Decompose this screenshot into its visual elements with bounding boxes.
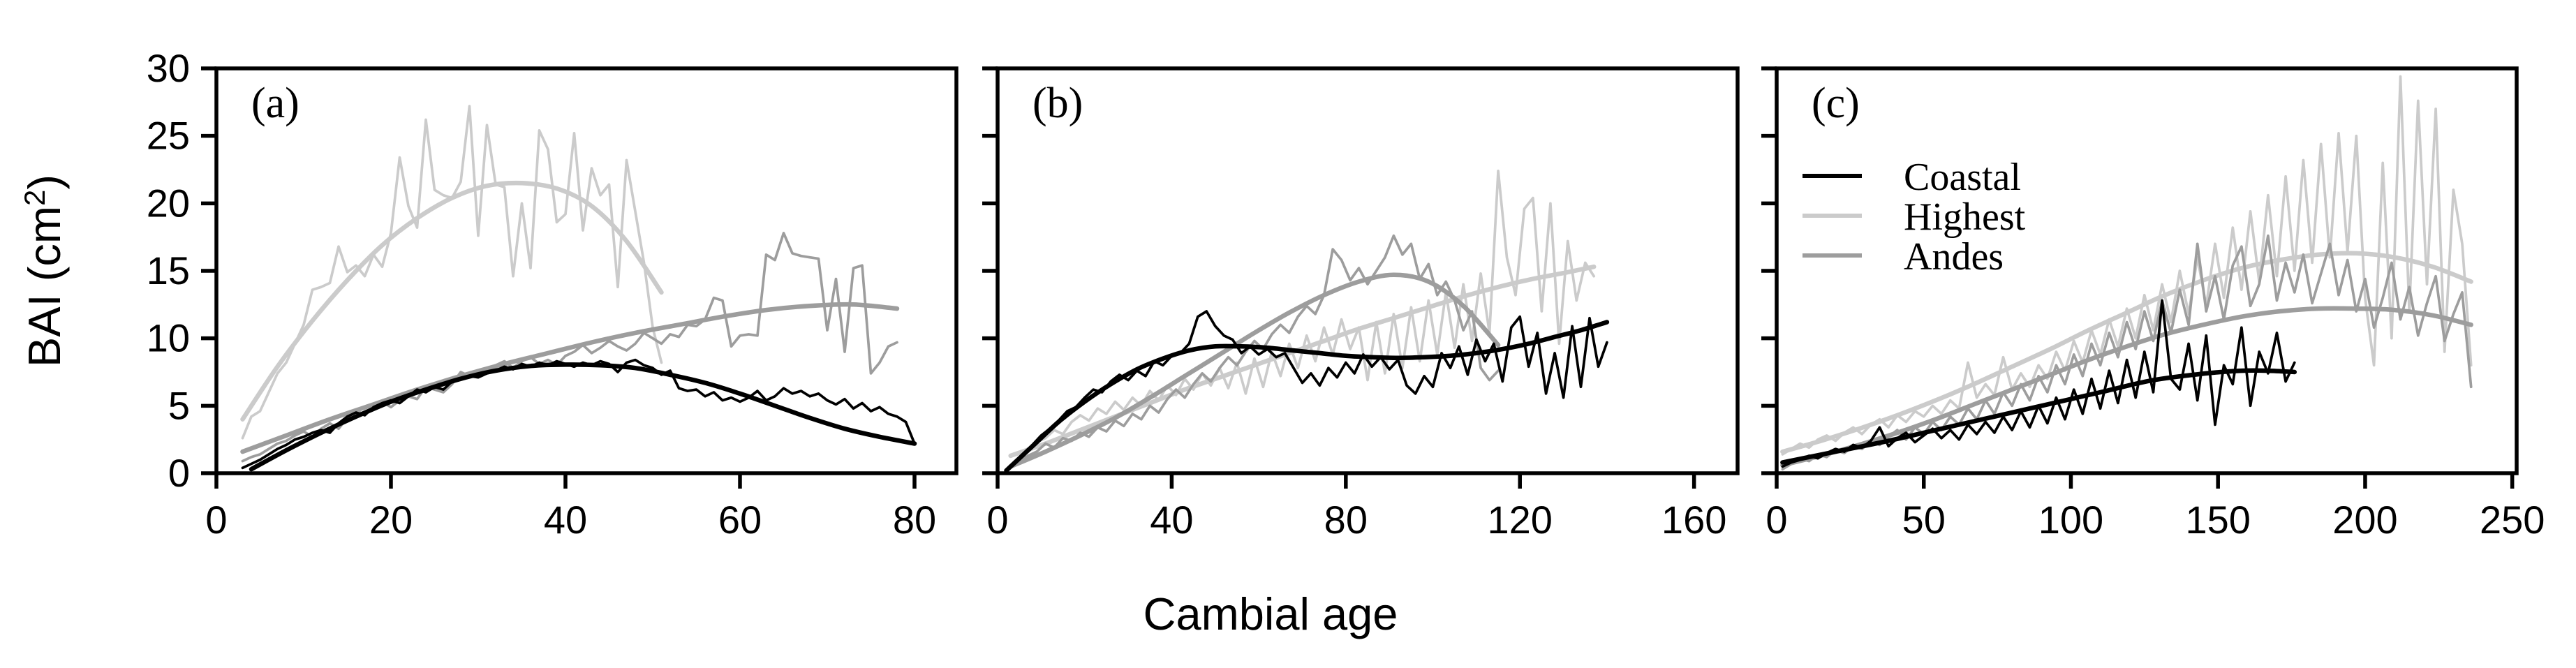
y-axis-label-suffix: ) <box>19 175 70 190</box>
highest-fit-line-a <box>240 180 664 422</box>
x-tick-label: 60 <box>718 498 762 542</box>
x-tick-label: 20 <box>369 498 413 542</box>
y-tick-label: 15 <box>147 248 190 292</box>
panel-c-letter: (c) <box>1812 80 1860 127</box>
x-tick-label: 150 <box>2185 498 2250 542</box>
panel-a: 0 20 40 60 80 0 5 10 15 20 25 30 <box>147 46 958 542</box>
x-axis-label: Cambial age <box>1143 588 1398 639</box>
coastal-fit-line-a <box>249 362 917 472</box>
y-axis-label-superscript: 2 <box>18 190 51 206</box>
x-tick-label: 100 <box>2038 498 2103 542</box>
panel-c: 0 50 100 150 200 250 <box>1761 66 2545 542</box>
coastal-fit-line-b <box>1004 320 1610 473</box>
x-tick-label: 40 <box>1150 498 1193 542</box>
y-tick-label: 25 <box>147 114 190 158</box>
coastal-fit-line-c <box>1780 368 2297 465</box>
x-tick-label: 80 <box>893 498 936 542</box>
panel-a-series <box>240 105 917 472</box>
coastal-raw-line-c <box>1781 299 2296 468</box>
x-tick-label: 120 <box>1488 498 1553 542</box>
y-tick-label: 20 <box>147 181 190 225</box>
x-tick-label: 0 <box>1766 498 1787 542</box>
x-tick-label: 0 <box>986 498 1008 542</box>
legend-label-coastal: Coastal <box>1904 156 2021 199</box>
x-tick-label: 50 <box>1902 498 1946 542</box>
x-tick-label: 200 <box>2332 498 2397 542</box>
andes-raw-line-c <box>1781 234 2473 471</box>
andes-fit-line-a <box>240 302 900 454</box>
panel-b-letter: (b) <box>1032 80 1083 127</box>
panels-group: 0 20 40 60 80 0 5 10 15 20 25 30 0 40 80 120 160 0 50 100 15… <box>147 46 2545 542</box>
panel-a-letter: (a) <box>251 80 299 127</box>
panel-c-frame <box>1775 66 2519 475</box>
x-tick-label: 80 <box>1324 498 1368 542</box>
y-tick-label: 30 <box>147 46 190 90</box>
highest-raw-line-a <box>241 105 663 440</box>
legend-label-highest: Highest <box>1904 195 2026 239</box>
x-tick-label: 0 <box>205 498 227 542</box>
andes-fit-line-c <box>1780 306 2473 468</box>
y-tick-label: 0 <box>168 451 190 495</box>
y-axis-label: BAI (cm2) <box>18 175 70 367</box>
panel-c-series <box>1780 75 2473 471</box>
y-axis-label-prefix: BAI (cm <box>19 206 70 367</box>
x-tick-label: 250 <box>2480 498 2545 542</box>
panel-b: 0 40 80 120 160 <box>982 66 1740 542</box>
legend: Coastal Highest Andes <box>1803 156 2026 279</box>
panel-b-series <box>1004 170 1610 473</box>
legend-label-andes: Andes <box>1904 235 2004 279</box>
x-tick-label: 160 <box>1661 498 1726 542</box>
andes-raw-line-b <box>1009 234 1500 470</box>
y-tick-label: 5 <box>168 383 190 427</box>
x-tick-label: 40 <box>544 498 587 542</box>
y-tick-label: 10 <box>147 316 190 360</box>
highest-fit-line-c <box>1780 251 2473 454</box>
highest-raw-line-c <box>1781 75 2473 456</box>
panel-a-frame <box>214 66 958 475</box>
andes-fit-line-b <box>1008 272 1501 469</box>
